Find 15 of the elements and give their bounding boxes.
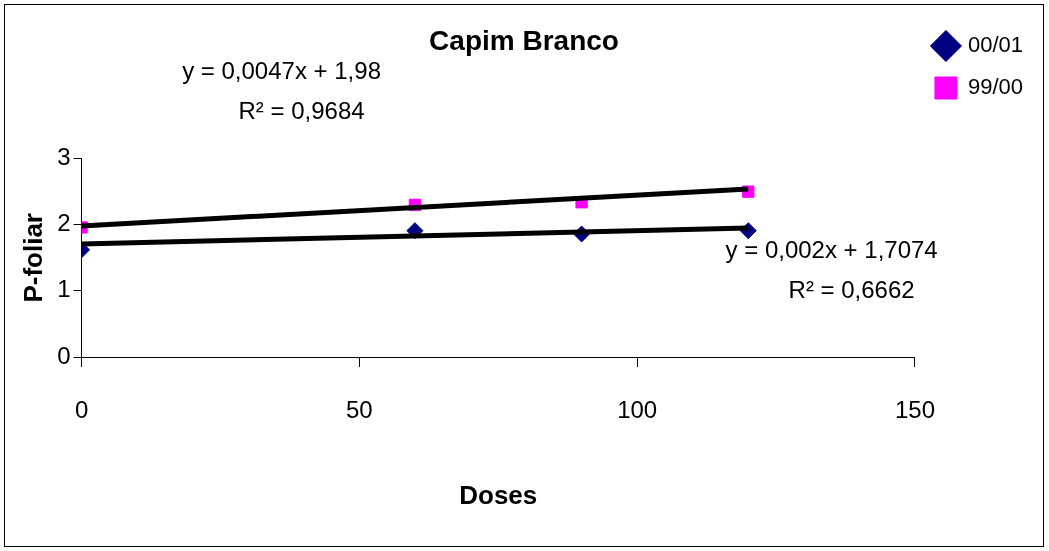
y-tick-label: 0 [57,341,71,369]
x-tick-label: 50 [346,396,373,424]
y-tick-label: 2 [57,209,71,237]
x-tick-label: 150 [894,396,935,424]
y-axis-title: P-foliar [17,213,48,303]
x-tick-label: 0 [74,396,89,424]
y-tick-label: 1 [57,275,71,303]
legend-label: 99/00 [967,74,1024,100]
chart-title: Capim Branco [429,24,619,56]
x-axis-title: Doses [459,479,538,510]
y-tick-label: 3 [57,143,71,171]
x-tick-label: 100 [617,396,658,424]
legend-label: 00/01 [967,32,1024,58]
annotation: y = 0,002x + 1,7074 R² = 0,6662 [725,235,938,303]
text: y = 0,0047x + 1,98 R² = 0,9684 [182,56,381,124]
